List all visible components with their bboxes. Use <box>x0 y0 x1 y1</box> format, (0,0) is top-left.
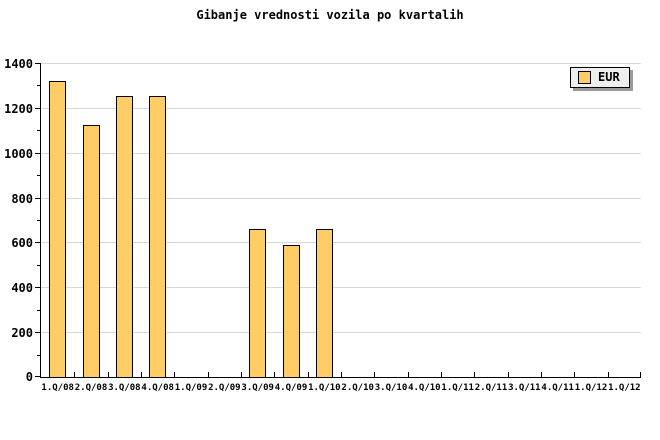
y-tick-label: 0 <box>25 370 33 384</box>
x-axis-tick <box>640 372 641 377</box>
y-tick-label: 1200 <box>4 102 33 116</box>
bar <box>316 229 333 377</box>
x-tick-label: 3.Q/08 <box>108 383 141 393</box>
x-axis-tick <box>74 372 75 377</box>
x-tick-label: 3.Q/11 <box>508 383 541 393</box>
x-tick-label: 2.Q/09 <box>208 383 241 393</box>
y-axis-tick <box>35 332 40 333</box>
x-tick-label: 1.Q/12 <box>574 383 608 393</box>
x-axis-tick <box>608 372 609 377</box>
y-tick-label: 1000 <box>4 147 33 161</box>
y-axis-tick <box>35 376 40 377</box>
y-axis-tick <box>35 108 40 109</box>
legend: EUR <box>570 67 630 88</box>
x-tick-label: 1.Q/10 <box>308 383 341 393</box>
x-axis-tick <box>141 372 142 377</box>
gridline <box>41 198 641 199</box>
y-tick-label: 600 <box>11 236 33 250</box>
x-axis-tick <box>208 372 209 377</box>
y-axis-minor-tick <box>37 130 40 131</box>
x-axis-tick <box>508 372 509 377</box>
x-axis-tick <box>341 372 342 377</box>
y-axis-minor-tick <box>37 175 40 176</box>
x-tick-label: 3.Q/10 <box>374 383 408 393</box>
y-axis-minor-tick <box>37 310 40 311</box>
bar <box>49 81 66 377</box>
x-axis-tick <box>274 372 275 377</box>
x-axis-tick <box>441 372 442 377</box>
bar <box>249 229 266 377</box>
x-axis-tick <box>108 372 109 377</box>
bar <box>83 125 100 377</box>
x-axis-tick <box>374 372 375 377</box>
x-tick-label: 4.Q/09 <box>274 383 308 393</box>
y-axis-minor-tick <box>37 85 40 86</box>
gridline <box>41 287 641 288</box>
x-axis-tick <box>474 372 475 377</box>
gridline <box>41 108 641 109</box>
y-axis-minor-tick <box>37 265 40 266</box>
x-axis-tick <box>541 372 542 377</box>
x-tick-label: 1.Q/11 <box>441 383 474 393</box>
chart-title: Gibanje vrednosti vozila po kvartalih <box>196 8 464 22</box>
y-axis-tick <box>35 198 40 199</box>
gridline <box>41 242 641 243</box>
gridline <box>41 153 641 154</box>
x-tick-label: 4.Q/08 <box>141 383 174 393</box>
y-tick-label: 1400 <box>4 57 33 71</box>
y-axis-tick <box>35 63 40 64</box>
x-axis-tick <box>574 372 575 377</box>
x-tick-label: 4.Q/11 <box>541 383 574 393</box>
y-axis-tick <box>35 153 40 154</box>
bar <box>149 96 166 377</box>
x-tick-label: 2.Q/11 <box>474 383 508 393</box>
x-axis-tick <box>241 372 242 377</box>
plot-area: 0 200 400 600 800 1000 1200 1400 1.Q/08 2.Q/08 3.… <box>4 58 641 393</box>
legend-swatch-icon <box>578 71 591 84</box>
legend-label: EUR <box>598 70 620 84</box>
x-axis-tick <box>408 372 409 377</box>
y-tick-label: 800 <box>11 192 33 206</box>
y-axis-tick <box>35 287 40 288</box>
y-axis-minor-tick <box>37 220 40 221</box>
gridline <box>41 332 641 333</box>
bar <box>283 245 300 377</box>
x-tick-label: 4.Q/10 <box>408 383 441 393</box>
x-axis-tick <box>308 372 309 377</box>
x-tick-label: 1.Q/08 <box>41 383 74 393</box>
bar <box>116 96 133 377</box>
y-tick-label: 200 <box>11 326 33 340</box>
x-axis-tick <box>174 372 175 377</box>
x-tick-label: 2.Q/08 <box>74 383 108 393</box>
gridline <box>41 63 641 64</box>
y-tick-label: 400 <box>11 281 33 295</box>
x-tick-label: 3.Q/09 <box>241 383 274 393</box>
x-tick-label: 2.Q/10 <box>341 383 374 393</box>
y-axis-tick <box>35 242 40 243</box>
x-tick-label: 1.Q/12 <box>608 383 641 393</box>
x-tick-label: 1.Q/09 <box>174 383 208 393</box>
y-axis-minor-tick <box>37 355 40 356</box>
